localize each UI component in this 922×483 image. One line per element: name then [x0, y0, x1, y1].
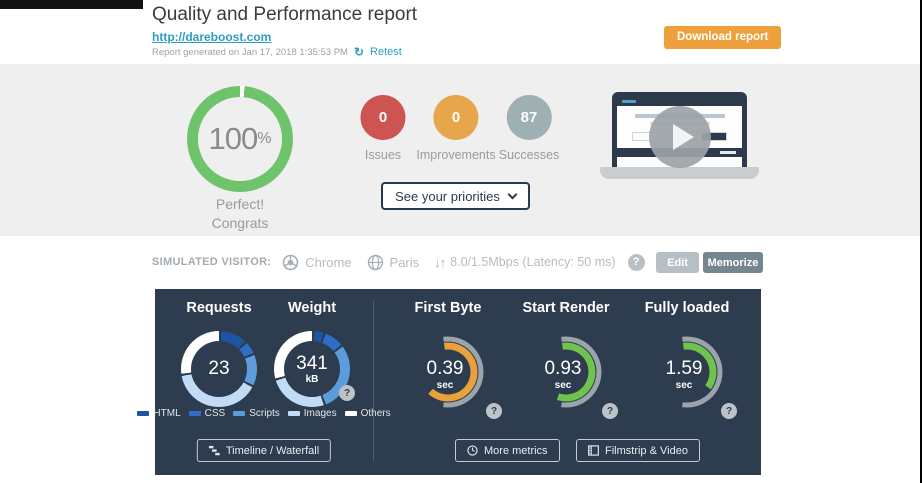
legend-item-images: Images: [287, 408, 337, 419]
filmstrip-video-button[interactable]: Filmstrip & Video: [576, 439, 700, 462]
bandwidth-arrows-icon: ↓↑: [434, 254, 446, 270]
edit-button[interactable]: Edit: [656, 252, 699, 273]
mock-site-logo: [622, 100, 636, 103]
requests-donut-center: 23: [191, 341, 247, 397]
see-priorities-label: See your priorities: [395, 188, 500, 204]
window-edge-bar: [0, 0, 143, 9]
simulated-visitor-row: SIMULATED VISITOR: Chrome Paris ↓↑ 8.0/1…: [152, 251, 645, 273]
summary-band: 100 % Perfect! Congrats 0 Issues 0 Impro…: [0, 64, 920, 236]
window-right-edge: [920, 0, 922, 483]
first-byte-reading: 0.39 sec: [426, 358, 464, 391]
others-swatch: [344, 411, 357, 416]
weight-donut-chart: 341 kB: [274, 331, 350, 407]
clock-icon: [467, 445, 478, 456]
start-render-reading: 0.93 sec: [544, 358, 582, 391]
start-render-gauge: [556, 336, 602, 408]
laptop-base: [600, 167, 759, 179]
mock-footer-bit: [720, 151, 736, 154]
css-swatch: [188, 411, 201, 416]
counter-successes: 87 Successes: [499, 95, 559, 162]
fully-loaded-title: Fully loaded: [644, 300, 730, 316]
html-swatch: [137, 411, 150, 416]
improvements-circle: 0: [433, 95, 479, 140]
retest-icon[interactable]: ↻: [353, 45, 365, 59]
weight-value: 341: [296, 353, 328, 374]
score-percent-sign: %: [257, 130, 272, 147]
play-icon: [673, 124, 694, 150]
filmstrip-icon: [588, 445, 599, 456]
chevron-down-icon: [507, 189, 518, 199]
start-render-title: Start Render: [522, 300, 610, 316]
score-message: Perfect! Congrats: [175, 195, 305, 233]
globe-icon: [367, 254, 384, 271]
improvements-label: Improvements: [416, 148, 496, 162]
simulated-visitor-label: SIMULATED VISITOR:: [152, 256, 272, 268]
report-generated-text: Report generated on Jan 17, 2018 1:35:53…: [152, 46, 348, 58]
issues-circle: 0: [360, 95, 406, 140]
visitor-help-icon[interactable]: ?: [627, 253, 645, 271]
fully-loaded-gauge: [682, 336, 723, 408]
score-message-line1: Perfect!: [215, 196, 265, 212]
first-byte-help-icon[interactable]: ?: [486, 403, 502, 419]
fully-loaded-help-icon[interactable]: ?: [721, 403, 737, 419]
fully-loaded-reading: 1.59 sec: [665, 358, 703, 391]
legend-item-scripts: Scripts: [233, 408, 280, 419]
issues-label: Issues: [364, 148, 402, 162]
images-swatch: [287, 411, 300, 416]
metrics-panel: Requests Weight First Byte Start Render …: [137, 289, 761, 475]
page-title: Quality and Performance report: [152, 4, 418, 25]
chrome-icon: [282, 254, 299, 271]
weight-help-icon[interactable]: ?: [339, 385, 355, 401]
successes-circle: 87: [506, 95, 552, 140]
location-value: Paris: [389, 254, 420, 270]
legend-item-css: CSS: [188, 408, 225, 419]
retest-link[interactable]: Retest: [370, 46, 402, 58]
weight-title: Weight: [287, 300, 337, 316]
memorize-button[interactable]: Memorize: [703, 252, 763, 273]
mock-input-button: [702, 133, 726, 140]
requests-value: 23: [208, 358, 230, 379]
video-play-button[interactable]: [649, 106, 711, 168]
browser-value: Chrome: [305, 254, 352, 270]
panel-divider: [373, 301, 374, 461]
start-render-help-icon[interactable]: ?: [602, 403, 618, 419]
scripts-swatch: [233, 411, 246, 416]
mock-site-header: [617, 97, 742, 106]
more-metrics-button[interactable]: More metrics: [455, 439, 560, 462]
legend-item-others: Others: [344, 408, 391, 419]
see-priorities-button[interactable]: See your priorities: [381, 182, 530, 210]
counter-issues: 0 Issues: [360, 95, 406, 162]
requests-title: Requests: [186, 300, 252, 316]
score-ring: 100 %: [187, 86, 293, 192]
counter-improvements: 0 Improvements: [416, 95, 496, 162]
score-ring-center: 100 %: [198, 97, 282, 181]
legend-item-html: HTML: [137, 408, 181, 419]
report-meta-row: Report generated on Jan 17, 2018 1:35:53…: [152, 45, 402, 59]
site-url-link[interactable]: http://dareboost.com: [152, 30, 272, 44]
score-message-line2: Congrats: [211, 215, 269, 231]
resource-legend: HTML CSS Scripts Images Others: [137, 408, 391, 419]
score-value: 100: [208, 121, 259, 156]
bandwidth-value: 8.0/1.5Mbps (Latency: 50 ms): [450, 255, 616, 269]
weight-donut-center: 341 kB: [284, 341, 340, 397]
weight-unit: kB: [305, 374, 319, 385]
waterfall-icon: [208, 445, 220, 456]
timeline-waterfall-button[interactable]: Timeline / Waterfall: [196, 439, 332, 462]
first-byte-title: First Byte: [414, 300, 482, 316]
first-byte-gauge: [428, 336, 484, 408]
successes-label: Successes: [498, 148, 560, 162]
download-report-button[interactable]: Download report: [664, 26, 782, 49]
requests-donut-chart: 23: [181, 331, 257, 407]
